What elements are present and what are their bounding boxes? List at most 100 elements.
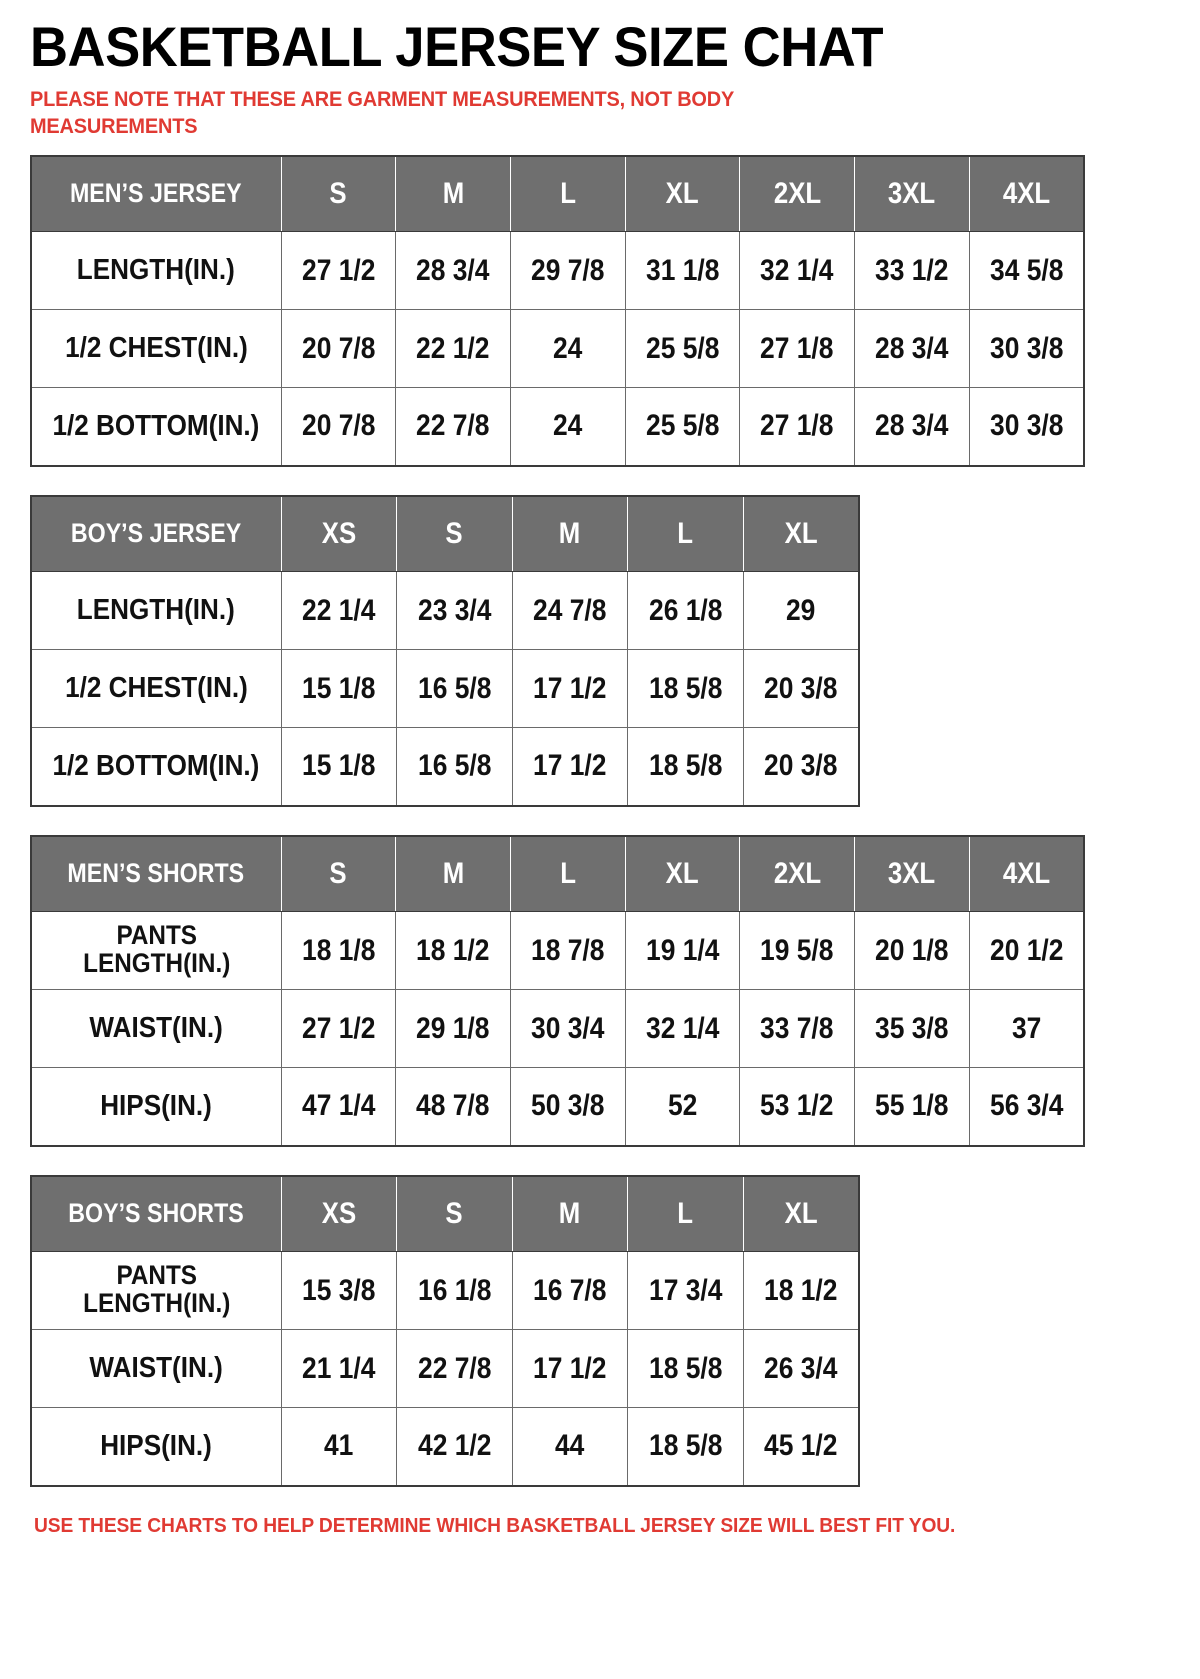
table-row: WAIST(IN.) 21 1/4 22 7/8 17 1/2 18 5/8 26 3/4: [30, 1329, 860, 1409]
measurement-cell: 29 1/8: [395, 989, 511, 1069]
measurement-cell: 29: [742, 571, 860, 651]
size-header-xl: XL: [624, 155, 741, 233]
table-row: 1/2 BOTTOM(IN.) 20 7/8 22 7/8 24 25 5/8 27 1/…: [30, 387, 1085, 467]
size-header-m: M: [395, 835, 511, 913]
size-tables-container: MEN’S JERSEY S M L XL 2XL 3XL 4XL LENGTH(IN.) 27 …: [30, 154, 1175, 1487]
table-row: 1/2 CHEST(IN.) 15 1/8 16 5/8 17 1/2 18 5/8 20…: [30, 649, 860, 729]
measurement-cell: 26 1/8: [627, 571, 744, 651]
measurement-label: 1/2 BOTTOM(IN.): [30, 387, 282, 467]
measurement-cell: 27 1/2: [280, 989, 397, 1069]
table-header-row: MEN’S JERSEY S M L XL 2XL 3XL 4XL: [30, 155, 1085, 233]
measurement-cell: 20 3/8: [742, 649, 860, 729]
measurement-cell: 15 1/8: [280, 727, 398, 807]
measurement-cell: 24 7/8: [511, 571, 629, 651]
measurement-cell: 44: [511, 1407, 629, 1487]
measurement-cell: 56 3/4: [968, 1067, 1085, 1147]
measurement-cell: 26 3/4: [742, 1329, 860, 1409]
size-header-s: S: [396, 1175, 513, 1253]
footer-note: USE THESE CHARTS TO HELP DETERMINE WHICH…: [34, 1514, 956, 1537]
measurement-cell: 17 1/2: [511, 1329, 629, 1409]
size-header-l: L: [627, 1175, 744, 1253]
measurement-cell: 16 5/8: [396, 649, 513, 729]
size-header-xl: XL: [624, 835, 741, 913]
measurement-cell: 33 7/8: [739, 989, 856, 1069]
table-corner-label: MEN’S SHORTS: [30, 835, 282, 913]
size-header-l: L: [627, 495, 744, 573]
table-row: WAIST(IN.) 27 1/2 29 1/8 30 3/4 32 1/4 33 7/8…: [30, 989, 1085, 1069]
measurement-cell: 18 5/8: [627, 1407, 744, 1487]
table-row: 1/2 BOTTOM(IN.) 15 1/8 16 5/8 17 1/2 18 5/8 2…: [30, 727, 860, 807]
measurement-label: 1/2 CHEST(IN.): [30, 649, 282, 729]
size-header-m: M: [395, 155, 511, 233]
size-table-boys-jersey: BOY’S JERSEY XS S M L XL LENGTH(IN.) 22 1/4 23 3…: [30, 494, 860, 807]
measurement-cell: 18 7/8: [509, 911, 626, 991]
size-table-boys-shorts: BOY’S SHORTS XS S M L XL PANTS LENGTH(IN.) 15 3/…: [30, 1174, 860, 1487]
measurement-cell: 48 7/8: [395, 1067, 511, 1147]
size-header-4xl: 4XL: [968, 835, 1085, 913]
measurement-cell: 20 1/2: [968, 911, 1085, 991]
measurement-cell: 16 1/8: [396, 1251, 513, 1331]
size-header-3xl: 3XL: [854, 835, 970, 913]
size-header-xl: XL: [742, 1175, 860, 1253]
garment-measurement-note: PLEASE NOTE THAT THESE ARE GARMENT MEASU…: [30, 87, 734, 138]
measurement-cell: 23 3/4: [396, 571, 513, 651]
measurement-cell: 31 1/8: [624, 231, 741, 311]
measurement-cell: 33 1/2: [854, 231, 970, 311]
measurement-cell: 17 3/4: [627, 1251, 744, 1331]
measurement-cell: 20 3/8: [742, 727, 860, 807]
measurement-cell: 22 1/4: [280, 571, 398, 651]
measurement-label: HIPS(IN.): [30, 1067, 282, 1147]
size-table-mens-jersey: MEN’S JERSEY S M L XL 2XL 3XL 4XL LENGTH(IN.) 27 …: [30, 154, 1085, 467]
size-header-4xl: 4XL: [968, 155, 1085, 233]
table-row: PANTS LENGTH(IN.) 15 3/8 16 1/8 16 7/8 17 3/4…: [30, 1251, 860, 1331]
size-header-l: L: [509, 835, 626, 913]
measurement-cell: 30 3/8: [968, 387, 1085, 467]
measurement-cell: 20 1/8: [854, 911, 970, 991]
measurement-label: 1/2 CHEST(IN.): [30, 309, 282, 389]
measurement-cell: 28 3/4: [395, 231, 511, 311]
measurement-label: HIPS(IN.): [30, 1407, 282, 1487]
measurement-cell: 18 1/2: [395, 911, 511, 991]
measurement-cell: 19 5/8: [739, 911, 856, 991]
measurement-cell: 50 3/8: [509, 1067, 626, 1147]
table-row: HIPS(IN.) 41 42 1/2 44 18 5/8 45 1/2: [30, 1407, 860, 1487]
size-table-mens-shorts: MEN’S SHORTS S M L XL 2XL 3XL 4XL PANTS LENGTH(IN…: [30, 834, 1085, 1147]
measurement-cell: 28 3/4: [854, 309, 970, 389]
measurement-cell: 42 1/2: [396, 1407, 513, 1487]
table-corner-label: BOY’S JERSEY: [30, 495, 282, 573]
measurement-cell: 28 3/4: [854, 387, 970, 467]
size-header-2xl: 2XL: [739, 835, 856, 913]
table-header-row: BOY’S SHORTS XS S M L XL: [30, 1175, 860, 1253]
measurement-cell: 17 1/2: [511, 649, 629, 729]
table-header-row: MEN’S SHORTS S M L XL 2XL 3XL 4XL: [30, 835, 1085, 913]
measurement-cell: 18 5/8: [627, 727, 744, 807]
measurement-cell: 25 5/8: [624, 309, 741, 389]
measurement-cell: 53 1/2: [739, 1067, 856, 1147]
measurement-cell: 17 1/2: [511, 727, 629, 807]
measurement-cell: 18 5/8: [627, 1329, 744, 1409]
measurement-label: WAIST(IN.): [30, 1329, 282, 1409]
measurement-cell: 24: [509, 309, 626, 389]
measurement-cell: 45 1/2: [742, 1407, 860, 1487]
measurement-cell: 34 5/8: [968, 231, 1085, 311]
size-header-2xl: 2XL: [739, 155, 856, 233]
measurement-cell: 18 5/8: [627, 649, 744, 729]
table-corner-label: BOY’S SHORTS: [30, 1175, 282, 1253]
measurement-cell: 55 1/8: [854, 1067, 970, 1147]
measurement-cell: 22 1/2: [395, 309, 511, 389]
size-header-m: M: [511, 1175, 629, 1253]
table-header-row: BOY’S JERSEY XS S M L XL: [30, 495, 860, 573]
measurement-cell: 16 5/8: [396, 727, 513, 807]
measurement-cell: 15 3/8: [280, 1251, 398, 1331]
table-corner-label: MEN’S JERSEY: [30, 155, 282, 233]
measurement-label: LENGTH(IN.): [30, 231, 282, 311]
table-row: LENGTH(IN.) 27 1/2 28 3/4 29 7/8 31 1/8 32 1/…: [30, 231, 1085, 311]
page-title: BASKETBALL JERSEY SIZE CHAT: [30, 15, 884, 78]
measurement-cell: 41: [280, 1407, 398, 1487]
size-header-s: S: [396, 495, 513, 573]
measurement-label: WAIST(IN.): [30, 989, 282, 1069]
size-header-3xl: 3XL: [854, 155, 970, 233]
measurement-cell: 32 1/4: [624, 989, 741, 1069]
measurement-cell: 19 1/4: [624, 911, 741, 991]
measurement-cell: 18 1/2: [742, 1251, 860, 1331]
